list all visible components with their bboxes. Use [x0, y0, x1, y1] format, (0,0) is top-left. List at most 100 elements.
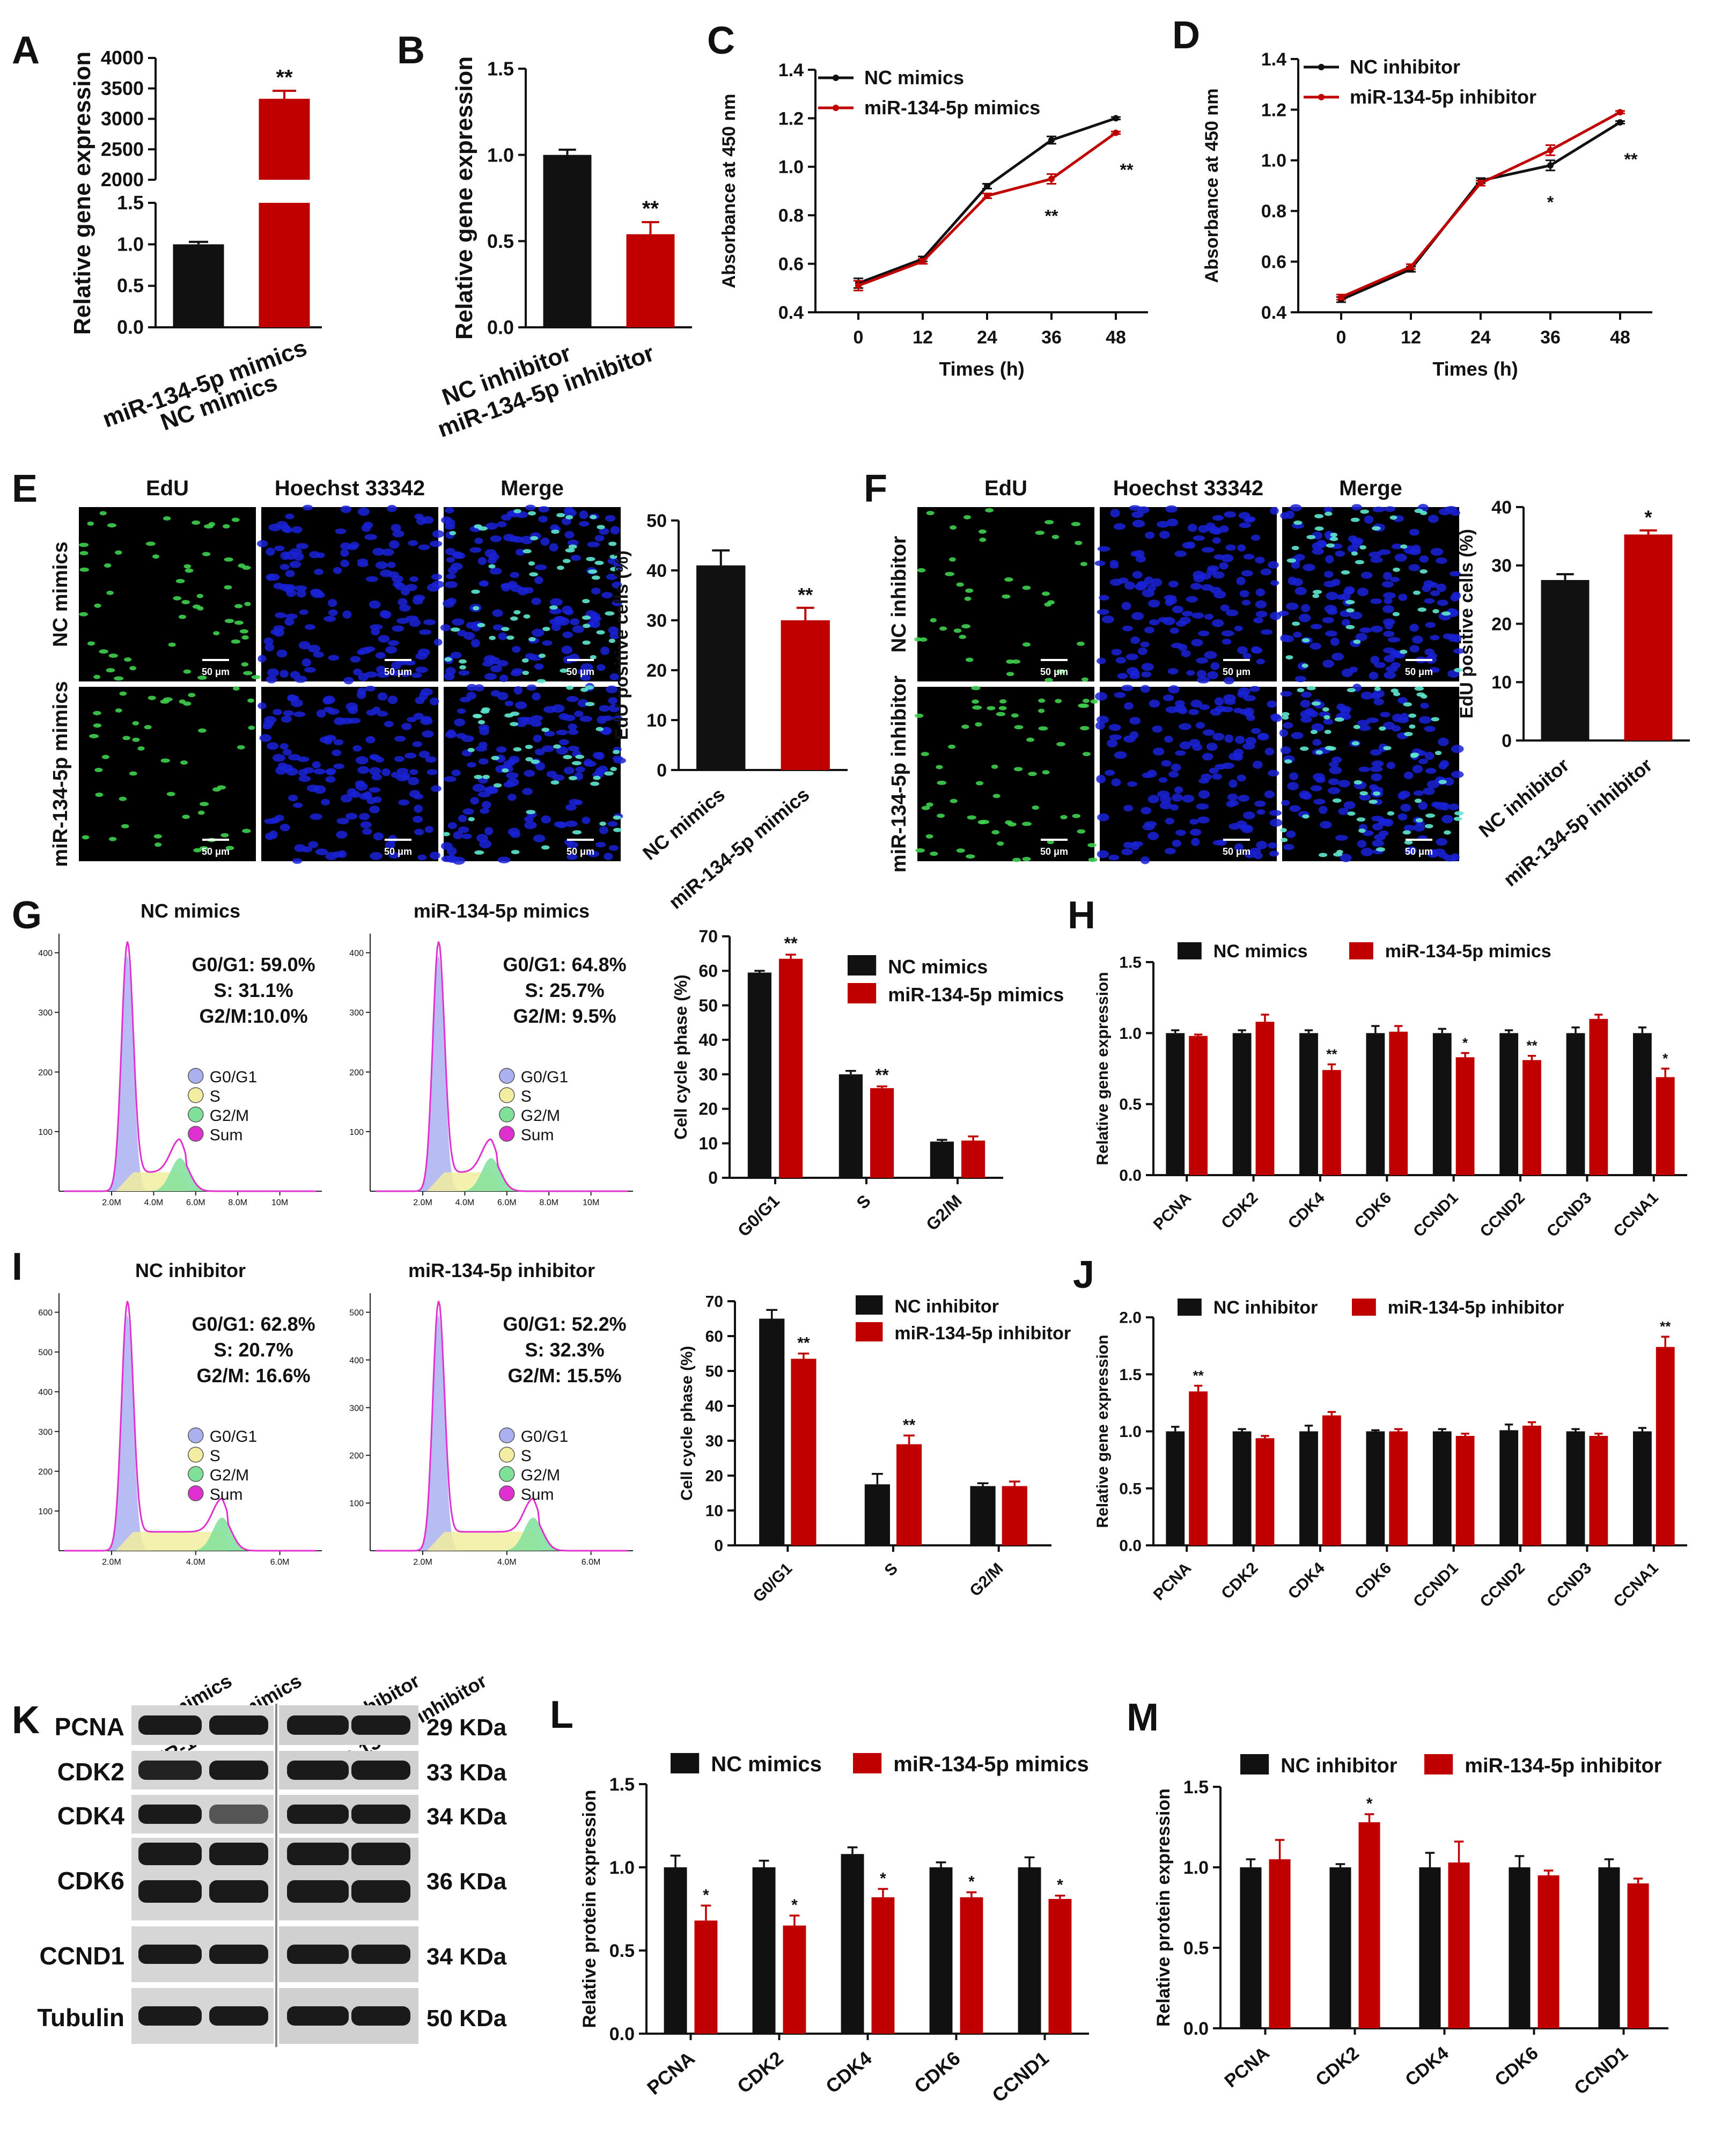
panel-label-k: K [12, 1699, 40, 1742]
histogram-x-tick-label: 2.0M [413, 1198, 432, 1207]
nucleus-blue [258, 702, 267, 709]
bar-treated [870, 1088, 894, 1178]
nucleus-blue [1308, 710, 1319, 717]
nucleus-edu [591, 575, 600, 580]
histogram-x-tick-label: 4.0M [186, 1558, 205, 1567]
nucleus-blue [1132, 519, 1145, 528]
nucleus-blue [1239, 824, 1252, 831]
nucleus-blue [1281, 800, 1290, 806]
nucleus-blue [432, 530, 444, 538]
nucleus-blue [1320, 821, 1332, 829]
protein-band [138, 1945, 202, 1964]
nucleus-blue [1255, 556, 1265, 564]
category-label: CCNA1 [1610, 1189, 1661, 1241]
y-axis-label: Cell cycle phase (%) [671, 974, 690, 1140]
nucleus-blue [1311, 723, 1325, 732]
nucleus-edu [1454, 811, 1464, 816]
nucleus-blue [274, 628, 284, 637]
nucleus-blue [597, 664, 606, 671]
nucleus-blue [1371, 773, 1382, 781]
nucleus-blue [483, 655, 496, 664]
nucleus-blue [512, 646, 521, 653]
nucleus-edu [1326, 543, 1335, 548]
nucleus-blue [371, 627, 380, 636]
histogram-g0g1 [376, 954, 628, 1191]
significance-mark: ** [903, 1416, 916, 1434]
y-tick-label: 0.6 [1261, 252, 1286, 273]
bar-upper-segment [259, 99, 310, 180]
nucleus-edu [1006, 659, 1014, 664]
nucleus-blue [1394, 553, 1407, 562]
category-label: CCND1 [988, 2047, 1053, 2107]
nucleus-blue [1215, 706, 1226, 713]
nucleus-blue [1264, 790, 1275, 798]
nucleus-blue [1366, 717, 1379, 723]
nucleus-blue [1443, 777, 1454, 786]
nucleus-blue [571, 555, 581, 561]
nucleus-blue [348, 706, 358, 714]
nucleus-blue [1303, 563, 1315, 571]
nucleus-blue [1239, 590, 1249, 598]
y-tick-label: 10 [1491, 672, 1512, 693]
nucleus-blue [1358, 725, 1371, 731]
nucleus-edu [1383, 746, 1392, 751]
histogram-sum [64, 1301, 317, 1552]
nucleus-edu [145, 541, 156, 546]
nucleus-blue [568, 723, 577, 730]
nucleus-blue [369, 600, 381, 609]
nucleus-edu [963, 515, 971, 519]
protein-band [138, 1880, 202, 1903]
nucleus-blue [1323, 507, 1333, 513]
micrograph-merge: 50 μm [440, 504, 623, 684]
nucleus-blue [447, 729, 456, 737]
nucleus-blue [360, 821, 372, 828]
nucleus-edu [233, 686, 240, 691]
legend-swatch [848, 955, 877, 976]
nucleus-blue [1168, 771, 1179, 778]
nucleus-blue [1245, 737, 1257, 745]
legend-swatch [856, 1295, 883, 1315]
nucleus-edu [575, 754, 584, 759]
nucleus-blue [1257, 732, 1269, 741]
nucleus-edu [1044, 678, 1053, 683]
nucleus-edu [915, 848, 925, 853]
nucleus-blue [388, 852, 401, 859]
category-label: CCND1 [1570, 2043, 1631, 2099]
bar-treated [1656, 1077, 1675, 1175]
nucleus-edu [608, 639, 615, 643]
nucleus-blue [1198, 704, 1210, 710]
nucleus-edu [1369, 800, 1378, 804]
nucleus-blue [1234, 736, 1245, 744]
nucleus-edu [1006, 672, 1014, 677]
y-tick-label: 1.4 [1261, 49, 1286, 70]
y-tick-label: 20 [705, 1468, 723, 1485]
nucleus-blue [1174, 551, 1187, 557]
nucleus-blue [467, 762, 476, 768]
histogram-legend-marker [499, 1447, 515, 1463]
nucleus-blue [1224, 699, 1236, 705]
nucleus-edu [244, 602, 251, 606]
nucleus-edu [1359, 545, 1366, 550]
nucleus-blue [608, 845, 619, 851]
nucleus-blue [392, 530, 404, 538]
nucleus-blue [412, 741, 422, 747]
nucleus-blue [1420, 702, 1429, 709]
legend-label: miR-134-5p inhibitor [1350, 86, 1536, 108]
nucleus-edu [474, 850, 484, 855]
y-tick-label: 20 [646, 661, 667, 681]
nucleus-edu [1432, 609, 1439, 614]
nucleus-edu [109, 837, 117, 841]
nucleus-edu [1282, 715, 1289, 720]
nucleus-edu [1372, 526, 1381, 531]
nucleus-edu [967, 815, 976, 820]
y-tick-label: 0.5 [609, 1941, 635, 1961]
nucleus-blue [425, 756, 437, 763]
panel-label-d: D [1172, 14, 1200, 57]
category-label: CCNA1 [1610, 1559, 1661, 1611]
histogram-legend-marker [188, 1087, 204, 1103]
nucleus-edu [1075, 540, 1083, 545]
bar [1624, 534, 1673, 740]
bar-control [1432, 1431, 1452, 1545]
nucleus-blue [274, 815, 284, 822]
nucleus-edu [556, 513, 565, 518]
